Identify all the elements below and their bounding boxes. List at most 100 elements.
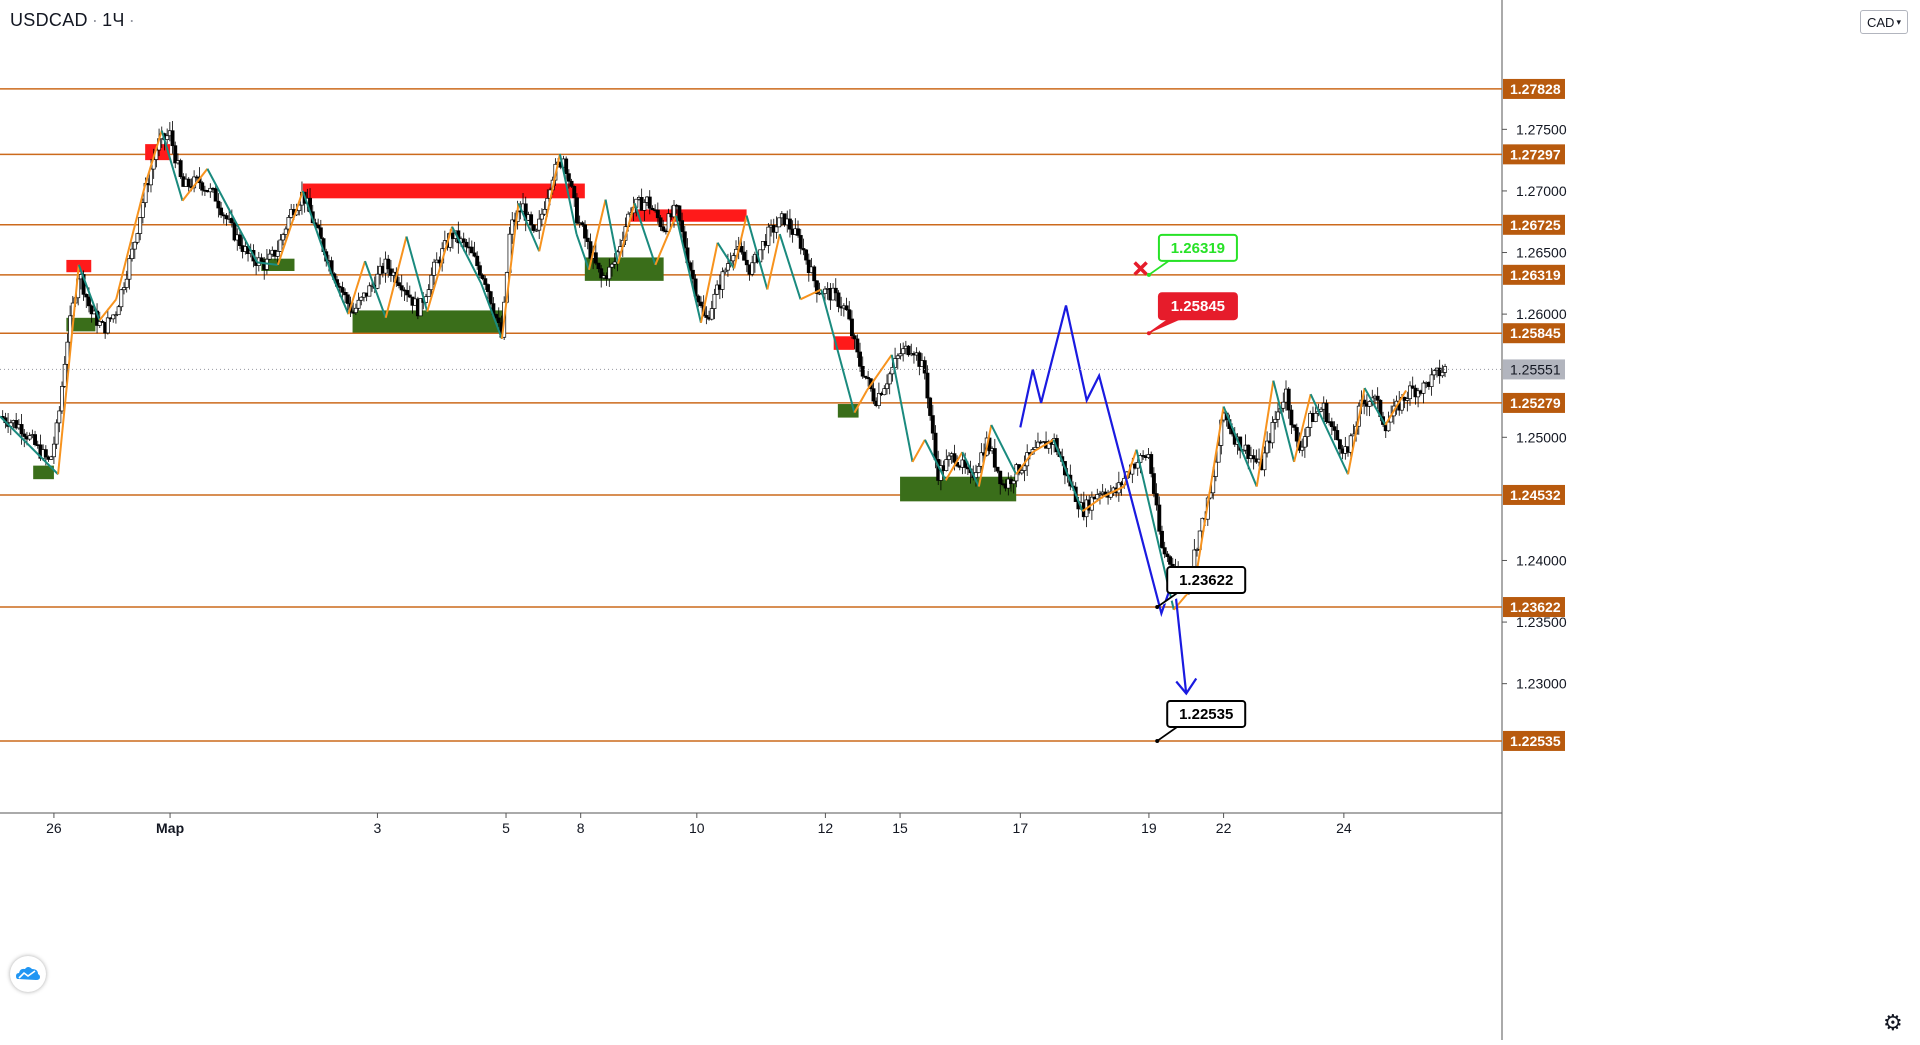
candle-body	[1262, 452, 1267, 471]
projection-path	[1019, 305, 1188, 694]
candle-body	[1292, 424, 1297, 428]
candle-body	[744, 259, 749, 266]
zigzag-segment	[1222, 406, 1258, 487]
symbol-header[interactable]: USDCAD · 1Ч ·	[10, 10, 139, 31]
candle-body	[173, 145, 178, 164]
candle-body	[992, 448, 997, 468]
level-price-tag	[1503, 144, 1565, 165]
candle-body	[836, 292, 841, 307]
zigzag-segment	[924, 439, 947, 481]
candle-body	[823, 288, 827, 294]
zigzag-segment	[890, 354, 914, 463]
zigzag-segment	[604, 199, 619, 264]
candle-body	[186, 178, 191, 187]
level-price-tag	[1503, 214, 1565, 235]
candle-body	[283, 228, 288, 235]
candle-body	[593, 252, 598, 264]
candles	[0, 120, 1448, 595]
candle-body	[1405, 398, 1410, 401]
zigzag-segment	[364, 260, 387, 319]
candle-body	[1251, 455, 1256, 460]
zigzag-segment	[1363, 387, 1387, 426]
currency-button[interactable]: CAD ▾	[1860, 10, 1908, 34]
candle-body	[723, 269, 728, 273]
candle-body	[359, 296, 364, 301]
demand-zone	[33, 465, 54, 480]
candle-body	[267, 253, 272, 260]
candle-body	[720, 271, 725, 290]
candle-body	[599, 268, 604, 279]
callout-anchor-dot	[1155, 605, 1160, 610]
candle-body	[57, 410, 62, 424]
zigzag-segment	[699, 242, 719, 323]
candle-body	[213, 188, 218, 202]
candle-body	[229, 218, 234, 224]
candle-body	[1165, 553, 1170, 558]
projection-arrowhead	[1175, 677, 1198, 696]
candle-body	[574, 197, 579, 224]
candle-body	[531, 224, 536, 231]
candle-body	[852, 335, 857, 340]
candle-body	[580, 222, 585, 226]
demand-zone	[900, 476, 1017, 502]
candle-body	[232, 222, 237, 241]
zigzag-segment	[745, 215, 769, 290]
candle-body	[1160, 530, 1164, 548]
gear-icon[interactable]: ⚙	[1883, 1010, 1903, 1035]
zigzag-segment	[144, 130, 163, 186]
level-price-label: 1.25845	[1510, 325, 1561, 341]
zigzag-segment	[0, 415, 59, 475]
candle-body	[585, 237, 590, 242]
candle-body	[488, 291, 493, 304]
candle-body	[486, 284, 490, 292]
candle-body	[725, 263, 730, 271]
zigzag-segment	[1309, 393, 1349, 475]
candle-body	[1281, 401, 1286, 409]
candle-body	[100, 321, 105, 323]
candle-body	[1437, 367, 1442, 377]
supply-zone	[833, 336, 855, 350]
candle-body	[62, 363, 67, 387]
candle-body	[650, 207, 655, 211]
zigzag-segment	[990, 424, 1018, 475]
level-price-tag	[1503, 597, 1565, 618]
candle-body	[1011, 480, 1016, 485]
candle-body	[345, 294, 350, 304]
candle-body	[1151, 473, 1156, 494]
level-price-label: 1.27828	[1510, 81, 1561, 97]
candle-body	[1046, 441, 1051, 449]
candle-body	[33, 434, 37, 445]
zigzag-segment	[276, 190, 304, 266]
callout-box	[1157, 292, 1238, 321]
zigzag-segment	[558, 153, 578, 235]
candle-body	[418, 298, 423, 317]
candle-body	[1149, 454, 1154, 474]
candle-body	[812, 266, 817, 282]
candle-body	[22, 433, 27, 437]
candle-body	[1270, 422, 1275, 444]
tradingview-logo[interactable]	[10, 956, 46, 992]
candle-body	[1443, 366, 1448, 373]
candle-body	[356, 299, 361, 309]
candle-body	[496, 317, 501, 323]
zigzag-segment	[1347, 387, 1366, 475]
zigzag-segment	[1272, 380, 1296, 463]
candle-body	[739, 246, 744, 253]
level-price-tag	[1503, 323, 1565, 344]
candle-body	[138, 217, 143, 234]
candle-body	[661, 226, 666, 232]
candle-body	[979, 452, 984, 467]
candle-body	[461, 238, 466, 243]
candle-body	[887, 373, 892, 385]
candle-body	[97, 321, 102, 326]
zigzag-segment	[1102, 485, 1125, 498]
candle-body	[947, 455, 951, 460]
price-tick-label: 1.24000	[1516, 552, 1567, 568]
candle-body	[1216, 445, 1221, 463]
candle-body	[1429, 374, 1434, 387]
candle-body	[871, 388, 876, 402]
zigzag-segment	[301, 190, 333, 276]
candle-body	[534, 229, 539, 232]
